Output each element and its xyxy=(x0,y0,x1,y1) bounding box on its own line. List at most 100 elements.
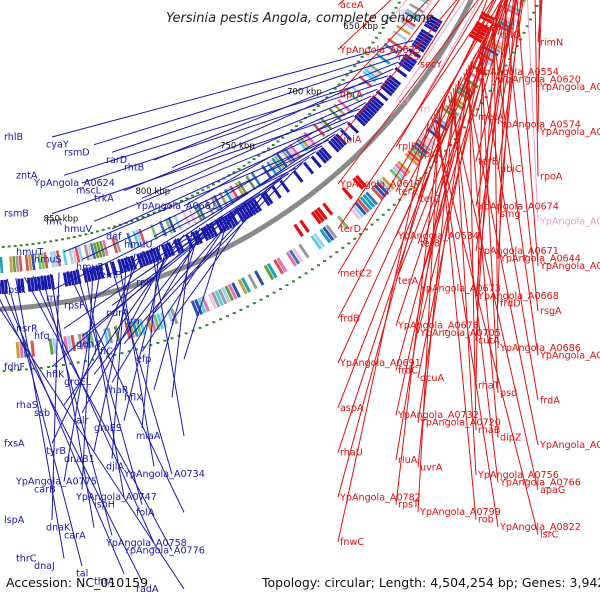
gene-label: metA xyxy=(478,112,504,123)
gc-content-marker xyxy=(522,31,526,34)
gene-label: fdhF xyxy=(4,362,25,373)
gene-label: frdA xyxy=(540,395,560,406)
label-connector xyxy=(141,95,372,199)
cog-category-feature xyxy=(273,155,286,170)
label-connector xyxy=(81,265,94,490)
gc-content-marker xyxy=(17,369,21,372)
gene-label: YpAngola_A0671 xyxy=(477,246,559,257)
gene-label: YpAngola_A0691 xyxy=(339,358,421,369)
reverse-strand-feature xyxy=(404,53,418,64)
reverse-strand-feature xyxy=(69,271,75,286)
reverse-strand-feature xyxy=(415,37,429,48)
gene-label: groEL xyxy=(64,377,92,388)
gene-label: secY xyxy=(420,60,442,71)
kbp-tick-label: 700 kbp xyxy=(287,87,322,97)
label-connector xyxy=(534,0,539,177)
label-connector xyxy=(81,145,323,261)
gc-content-marker xyxy=(185,197,189,200)
gc-content-marker xyxy=(257,154,261,157)
gc-content-marker xyxy=(535,4,539,7)
gc-content-marker xyxy=(24,368,28,371)
gene-label: YpAngola_A0736 xyxy=(539,440,600,451)
gc-content-marker xyxy=(471,114,475,117)
gc-content-marker xyxy=(60,238,64,241)
reverse-strand-feature xyxy=(271,185,282,199)
label-connector xyxy=(93,115,355,222)
reverse-strand-feature xyxy=(371,95,385,107)
label-connector xyxy=(24,276,173,551)
gene-label: hflX xyxy=(124,393,143,404)
cog-category-feature xyxy=(485,42,501,54)
label-connector xyxy=(337,0,494,230)
cog-category-feature xyxy=(283,147,296,163)
cog-category-feature xyxy=(250,172,262,187)
gene-label: YpAngola_A0644 xyxy=(499,254,581,265)
gc-content-marker xyxy=(259,298,263,301)
label-connector xyxy=(63,139,330,253)
label-connector xyxy=(475,0,517,162)
gc-content-marker xyxy=(201,189,205,192)
cog-category-feature xyxy=(276,153,289,168)
gene-label: fmt xyxy=(46,216,63,227)
cog-category-feature xyxy=(401,16,417,28)
gene-labels: aceArrsrrfaceBrplQrimNYpAngola_A0635rpsS… xyxy=(4,0,600,595)
gc-content-marker xyxy=(347,242,351,245)
gc-content-marker xyxy=(84,233,88,236)
cog-category-feature xyxy=(63,336,69,353)
reverse-strand-feature xyxy=(88,266,95,282)
label-connector xyxy=(51,272,60,521)
kbp-tick-label: 650 kbp xyxy=(343,22,378,32)
gc-content-marker xyxy=(391,11,395,14)
label-connector xyxy=(51,215,224,368)
gene-label: uvrA xyxy=(420,462,443,473)
gc-content-marker xyxy=(206,186,210,189)
gene-label: YpAngola_A0676 xyxy=(397,321,479,332)
gene-label: rrl xyxy=(420,104,430,115)
gene-label: YpAngola_A0758 xyxy=(105,538,187,549)
gc-content-marker xyxy=(127,350,131,353)
cog-category-feature xyxy=(271,157,283,172)
cog-category-feature xyxy=(135,319,143,336)
reverse-strand-feature xyxy=(328,140,340,153)
gc-content-marker xyxy=(333,87,337,90)
label-connector xyxy=(32,275,155,544)
label-connector xyxy=(395,0,484,147)
gc-content-marker xyxy=(378,31,382,34)
gc-content-marker xyxy=(310,268,314,271)
cog-category-feature xyxy=(62,249,68,266)
gc-content-marker xyxy=(239,308,243,311)
gc-content-marker xyxy=(190,194,194,197)
gene-label: rhlB xyxy=(4,132,23,143)
gc-content-marker xyxy=(169,204,173,207)
gene-label: terA xyxy=(398,276,419,287)
cog-category-feature xyxy=(387,37,402,49)
label-connector xyxy=(417,61,472,423)
gene-label: hmuU xyxy=(124,239,153,250)
gc-content-marker xyxy=(141,215,145,218)
gene-label: YpAngola_A0560 xyxy=(539,82,600,93)
label-connector xyxy=(337,120,430,543)
cog-category-feature xyxy=(149,224,159,241)
gene-label: YpAngola_A0799 xyxy=(419,507,501,518)
gc-content-marker xyxy=(325,96,329,99)
gene-label: rob xyxy=(478,515,494,526)
gc-content-marker xyxy=(359,233,363,236)
label-connector xyxy=(81,197,254,337)
cog-category-feature xyxy=(227,283,238,300)
cog-category-feature xyxy=(156,313,165,330)
cog-category-feature xyxy=(40,252,46,269)
reverse-strand-feature xyxy=(46,275,52,290)
gc-content-marker xyxy=(392,203,396,206)
reverse-strand-feature xyxy=(356,112,369,125)
gc-content-marker xyxy=(158,209,162,212)
cog-category-feature xyxy=(426,127,441,141)
label-connector xyxy=(111,256,128,459)
kbp-tick-label: 850 kbp xyxy=(44,214,79,224)
reverse-strand-feature xyxy=(332,135,345,148)
map-title: Yersinia pestis Angola, complete genome xyxy=(166,11,434,26)
label-connector xyxy=(153,227,201,390)
gene-label: frdD xyxy=(500,298,521,309)
reverse-strand-feature xyxy=(104,262,112,278)
cog-category-feature xyxy=(325,224,338,239)
